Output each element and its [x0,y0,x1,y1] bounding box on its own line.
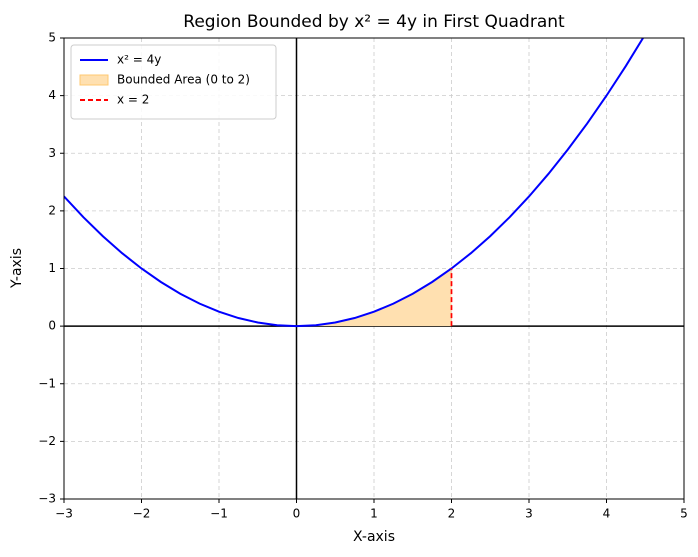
legend-swatch [79,74,109,86]
legend: x² = 4y Bounded Area (0 to 2) x = 2 [70,44,277,120]
x-tick-label: 3 [525,507,533,521]
y-tick-label: 5 [48,31,56,45]
curve [64,38,645,328]
y-tick-label: 1 [48,261,56,275]
y-axis-label: Y-axis [9,248,25,289]
legend-label: Bounded Area (0 to 2) [117,73,250,87]
y-tick-label: −2 [38,434,56,448]
x-tick-label: −3 [55,507,73,521]
y-tick-label: 3 [48,146,56,160]
x-tick-label: 5 [680,507,688,521]
x-tick-label: 4 [603,507,611,521]
x-tick-label: −1 [210,507,228,521]
y-tick-label: 2 [48,203,56,217]
plot-area [64,38,684,499]
legend-label: x² = 4y [117,53,161,67]
chart-title: Region Bounded by x² = 4y in First Quadr… [183,12,565,32]
x-tick-label: 0 [293,507,301,521]
y-tick-label: 4 [48,88,56,102]
area [296,268,452,327]
legend-box [70,44,277,120]
legend-label: x = 2 [117,93,149,107]
x-tick-label: 1 [370,507,378,521]
y-tick-label: −1 [38,376,56,390]
y-tick-label: 0 [48,319,56,333]
y-tick-label: −3 [38,492,56,506]
x-axis-label: X-axis [353,529,395,545]
x-tick-label: −2 [133,507,151,521]
x-tick-label: 2 [448,507,456,521]
